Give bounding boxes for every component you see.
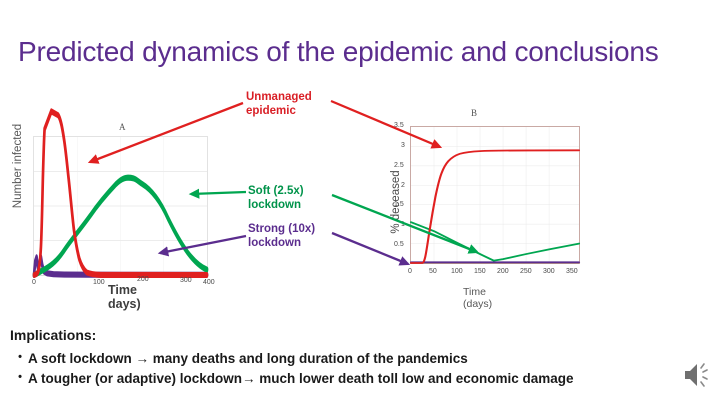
bullet-glyph: • bbox=[18, 351, 22, 363]
chart-a-y-axis-label: Number infected bbox=[12, 123, 24, 209]
chart-b-ytick-6: 3 bbox=[401, 142, 405, 149]
chart-a-xtick-3: 300 bbox=[180, 277, 192, 284]
list-item-label: A soft lockdown → many deaths and long d… bbox=[28, 351, 468, 366]
bullet-glyph: • bbox=[18, 371, 22, 383]
chart-a-letter: A bbox=[119, 122, 126, 132]
chart-b-ytick-7: 3.5 bbox=[394, 122, 404, 129]
chart-b-xtick-2: 100 bbox=[451, 268, 463, 275]
list-item: • A tougher (or adaptive) lockdown→ much … bbox=[12, 371, 574, 386]
chart-a-xtick-2: 200 bbox=[137, 276, 149, 283]
chart-b-ytick-5: 2.5 bbox=[394, 162, 404, 169]
chart-b-x-axis-label: Time (days) bbox=[463, 286, 493, 310]
chart-b-xtick-3: 150 bbox=[474, 268, 486, 275]
callout-unmanaged-epidemic: Unmanaged epidemic bbox=[246, 91, 312, 117]
chart-b-xtick-5: 250 bbox=[520, 268, 532, 275]
chart-b-xtick-6: 300 bbox=[543, 268, 555, 275]
callout-soft-lockdown: Soft (2.5x) lockdown bbox=[248, 185, 304, 211]
chart-b-xtick-1: 50 bbox=[429, 268, 437, 275]
chart-b-ytick-4: 2 bbox=[401, 182, 405, 189]
speaker-icon[interactable] bbox=[683, 361, 713, 389]
chart-a-series-strong bbox=[32, 254, 209, 279]
chart-b-ytick-1: 0.5 bbox=[394, 241, 404, 248]
chart-b-ytick-3: 1.5 bbox=[394, 201, 404, 208]
chart-b-ytick-2: 1 bbox=[401, 221, 405, 228]
chart-a-xtick-1: 100 bbox=[93, 279, 105, 286]
chart-b-series-soft bbox=[409, 221, 581, 262]
callout-strong-lockdown: Strong (10x) lockdown bbox=[248, 223, 316, 249]
chart-b-series-unmanaged bbox=[409, 149, 581, 264]
chart-b-xtick-0: 0 bbox=[408, 268, 412, 275]
chart-b-letter: B bbox=[471, 108, 478, 118]
chart-a-plot-area bbox=[32, 108, 209, 279]
chart-b-ytick-0: 0 bbox=[400, 260, 404, 267]
chart-a-xtick-0: 0 bbox=[32, 279, 36, 286]
chart-b-plot-area bbox=[409, 126, 581, 264]
chart-a-xtick-4: 400 bbox=[203, 279, 215, 286]
chart-a-series-unmanaged bbox=[32, 108, 209, 279]
list-item: • A soft lockdown → many deaths and long … bbox=[12, 351, 468, 366]
chart-a-svg bbox=[32, 108, 209, 279]
chart-a-x-axis-label: Time days) bbox=[108, 283, 141, 311]
implications-heading: Implications: bbox=[10, 327, 97, 343]
chart-b-xtick-4: 200 bbox=[497, 268, 509, 275]
chart-b-svg bbox=[409, 127, 581, 264]
page-title: Predicted dynamics of the epidemic and c… bbox=[18, 36, 659, 67]
chart-b-xtick-7: 350 bbox=[566, 268, 578, 275]
list-item-label: A tougher (or adaptive) lockdown→ much l… bbox=[28, 371, 574, 386]
